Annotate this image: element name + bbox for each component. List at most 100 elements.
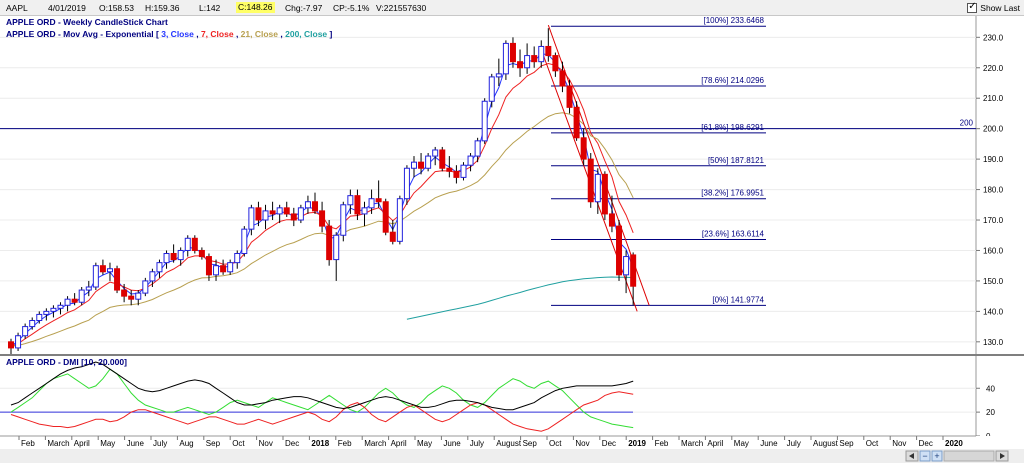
candle-body-15 <box>114 268 121 291</box>
scrollbar-track[interactable] <box>0 449 1024 463</box>
show-last-checkbox[interactable] <box>967 1 978 13</box>
candle-body-63 <box>453 170 460 178</box>
change-percent: CP:-5.1% <box>333 3 370 13</box>
candle-body-56 <box>403 167 410 200</box>
candle-body-14 <box>106 268 113 273</box>
volume-value: V:221557630 <box>376 3 427 13</box>
symbol-label: AAPL <box>6 3 28 13</box>
x-tick-label-30: August <box>813 439 839 448</box>
y-tick-label-200: 200.0 <box>983 125 1004 134</box>
show-last-toggle[interactable]: Show Last <box>967 1 1020 14</box>
candle-body-83 <box>594 173 601 203</box>
x-tick-label-14: April <box>391 439 407 448</box>
candle-body-9 <box>71 298 78 303</box>
candle-body-42 <box>304 201 311 209</box>
show-last-label: Show Last <box>980 3 1020 13</box>
candle-body-33 <box>241 228 248 255</box>
x-tick-label-20: Oct <box>549 439 562 448</box>
candle-body-46 <box>333 234 340 261</box>
candle-body-55 <box>396 198 403 242</box>
x-tick-label-15: May <box>417 439 432 448</box>
candle-body-38 <box>276 207 283 215</box>
candle-body-27 <box>198 249 205 258</box>
candle-body-80 <box>573 106 580 139</box>
candle-body-16 <box>121 289 128 297</box>
toolbar: AAPL 4/01/2019 O:158.53 H:159.36 L:142 C… <box>0 0 1024 16</box>
date-label: 4/01/2019 <box>48 3 86 13</box>
candle-body-3 <box>29 320 36 328</box>
x-tick-label-33: Nov <box>892 439 906 448</box>
candle-body-59 <box>425 155 432 169</box>
candle-body-67 <box>481 100 488 142</box>
candle-body-77 <box>552 55 559 72</box>
fibonacci-levels: [100%] 233.6468 [78.6%] 214.0296 [61.8%] 1… <box>551 16 766 306</box>
candle-body-32 <box>234 253 241 264</box>
minus-icon: − <box>922 451 927 461</box>
y-tick-label-140: 140.0 <box>983 307 1004 316</box>
candle-body-78 <box>559 70 566 87</box>
fib-label-1: [78.6%] 214.0296 <box>701 76 764 85</box>
x-tick-label-18: August <box>496 439 522 448</box>
fib-label-5: [23.6%] 163.6114 <box>702 229 765 238</box>
x-tick-label-3: May <box>100 439 115 448</box>
y-tick-label-130: 130.0 <box>983 338 1004 347</box>
x-tick-label-27: May <box>734 439 749 448</box>
candle-body-6 <box>50 307 57 312</box>
scrollbar-thumb[interactable] <box>943 450 995 462</box>
scroll-left-icon <box>909 453 914 459</box>
candle-body-19 <box>142 280 149 294</box>
ema-legend-prefix: APPLE ORD - Mov Avg - Exponential [ <box>6 29 159 39</box>
ema-legend-sep-3: , <box>280 29 285 39</box>
level-200-label: 200 <box>960 119 974 128</box>
candle-body-50 <box>361 207 368 215</box>
dmi-minus-line <box>10 391 634 432</box>
candle-body-25 <box>184 237 191 251</box>
time-axis-band <box>0 436 1024 448</box>
candle-body-29 <box>213 265 220 276</box>
x-tick-label-19: Sep <box>523 439 538 448</box>
open-price: O:158.53 <box>99 3 134 13</box>
time-axis-ticks: Feb March April May June July Aug Sep Oct Nov Dec 2… <box>18 436 963 448</box>
candle-body-82 <box>587 158 594 203</box>
dmi-plot-area <box>0 356 976 436</box>
price-y-axis: 130.0 140.0 150.0 160.0 170.0 180.0 190.0 200.0… <box>976 33 1004 347</box>
candle-body-23 <box>170 253 177 261</box>
candle-body-79 <box>566 85 573 108</box>
candle-body-37 <box>269 210 276 215</box>
dmi-adx-line <box>10 361 634 411</box>
y-tick-label-160: 160.0 <box>983 246 1004 255</box>
candle-body-20 <box>149 271 156 282</box>
candle-body-28 <box>205 256 212 276</box>
plus-icon: + <box>934 451 939 461</box>
x-tick-label-0: Feb <box>21 439 35 448</box>
dmi-lines <box>0 361 634 432</box>
x-tick-label-23: 2019 <box>628 439 646 448</box>
candle-body-40 <box>290 213 297 221</box>
x-tick-label-26: April <box>707 439 723 448</box>
horizontal-scrollbar[interactable]: − + <box>0 449 1024 463</box>
candle-body-13 <box>99 265 106 273</box>
zoom-out-button[interactable] <box>919 450 931 462</box>
price-chart-title: APPLE ORD - Weekly CandleStick Chart <box>6 17 168 27</box>
x-tick-label-29: July <box>787 439 801 448</box>
candle-body-11 <box>85 286 92 291</box>
ema-legend: APPLE ORD - Mov Avg - Exponential [ 3, C… <box>6 29 333 39</box>
candle-body-53 <box>382 201 389 233</box>
candle-body-0 <box>8 341 14 349</box>
x-tick-label-25: March <box>681 439 703 448</box>
price-plot-area <box>0 16 976 354</box>
x-tick-label-9: Nov <box>259 439 273 448</box>
ema-21-line <box>10 112 634 347</box>
fib-label-3: [50%] 187.8121 <box>708 156 765 165</box>
candle-body-54 <box>389 231 396 242</box>
candle-body-87 <box>623 256 630 276</box>
candle-body-21 <box>156 262 163 273</box>
candle-body-49 <box>354 195 361 215</box>
x-tick-label-12: Feb <box>338 439 352 448</box>
candle-body-45 <box>326 225 333 261</box>
y-tick-label-180: 180.0 <box>983 186 1004 195</box>
candle-body-86 <box>616 225 623 276</box>
x-tick-label-28: June <box>760 439 778 448</box>
zoom-in-button[interactable] <box>931 450 943 462</box>
y-tick-label-230: 230.0 <box>983 33 1004 42</box>
